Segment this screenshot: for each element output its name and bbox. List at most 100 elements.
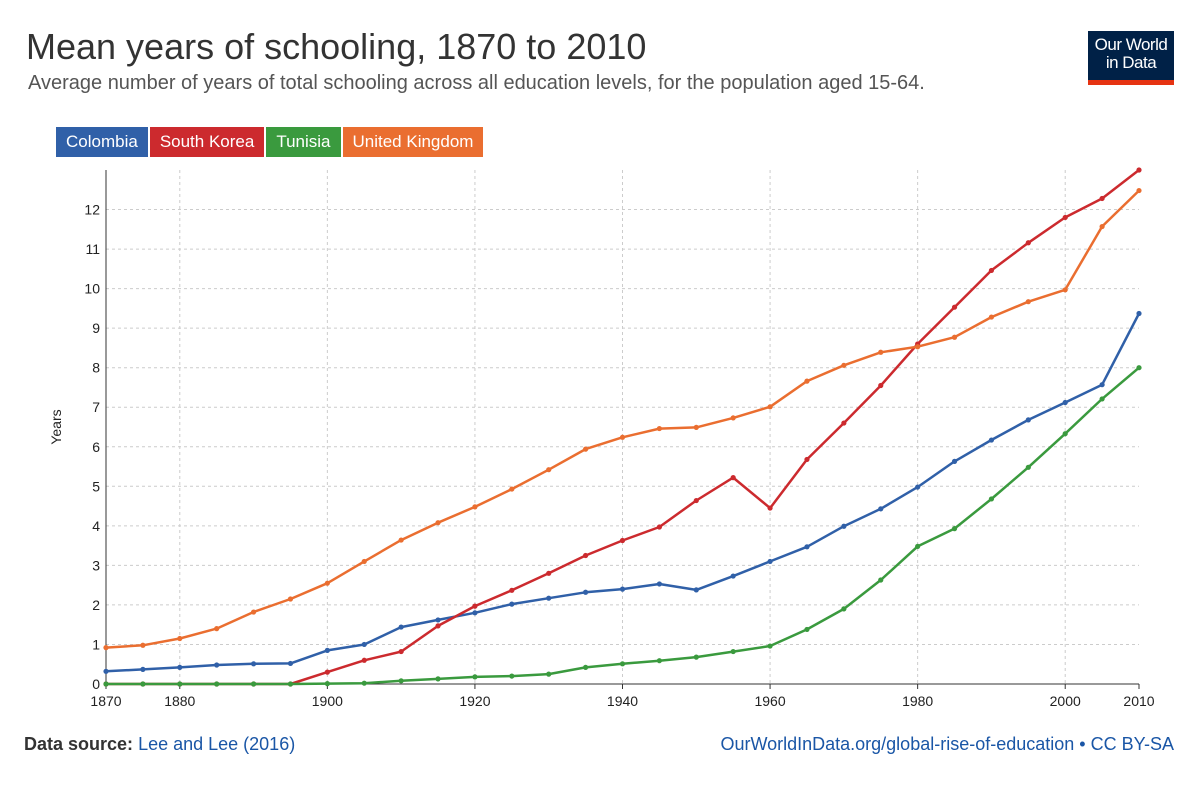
data-point-united-kingdom — [988, 314, 995, 320]
data-point-colombia — [1062, 399, 1068, 406]
y-tick-label: 10 — [84, 281, 100, 297]
data-point-tunisia — [546, 671, 552, 677]
data-point-south-korea — [656, 524, 662, 530]
data-point-united-kingdom — [140, 642, 146, 648]
data-point-south-korea — [804, 456, 810, 463]
data-point-tunisia — [140, 681, 146, 687]
data-point-tunisia — [1136, 365, 1142, 371]
data-point-tunisia — [103, 681, 109, 687]
data-point-colombia — [250, 661, 257, 667]
data-point-united-kingdom — [546, 467, 552, 473]
data-point-tunisia — [1025, 464, 1031, 470]
logo-line-2: in Data — [1105, 53, 1157, 72]
x-tick-label: 1870 — [90, 693, 121, 709]
data-point-tunisia — [361, 680, 367, 686]
data-point-colombia — [177, 664, 183, 670]
chart-title: Mean years of schooling, 1870 to 2010 — [26, 26, 647, 67]
owid-link[interactable]: OurWorldInData.org/global-rise-of-educat… — [720, 734, 1075, 754]
data-point-united-kingdom — [730, 415, 736, 421]
y-tick-label: 2 — [92, 597, 100, 613]
data-point-united-kingdom — [656, 425, 662, 432]
data-point-south-korea — [730, 475, 736, 481]
data-point-colombia — [435, 617, 441, 623]
data-point-colombia — [287, 660, 294, 667]
data-point-tunisia — [767, 643, 773, 649]
data-point-south-korea — [1062, 214, 1068, 221]
x-tick-label: 1960 — [754, 693, 785, 709]
data-point-tunisia — [951, 526, 958, 532]
data-point-tunisia — [287, 681, 294, 687]
data-point-south-korea — [1099, 195, 1105, 202]
data-point-south-korea — [1025, 240, 1031, 246]
data-point-colombia — [361, 641, 367, 648]
y-tick-label: 4 — [92, 518, 100, 534]
data-point-colombia — [1025, 417, 1031, 423]
data-point-united-kingdom — [361, 558, 367, 565]
x-tick-label: 2010 — [1123, 693, 1154, 709]
y-tick-label: 7 — [92, 399, 100, 415]
data-point-tunisia — [841, 606, 847, 612]
data-source-link[interactable]: Lee and Lee (2016) — [138, 734, 296, 754]
data-point-colombia — [1099, 382, 1105, 388]
footer-separator: • — [1079, 734, 1086, 754]
data-point-colombia — [619, 586, 626, 592]
data-point-colombia — [804, 544, 810, 550]
legend-item-tunisia[interactable]: Tunisia — [266, 127, 341, 157]
chart-subtitle: Average number of years of total schooli… — [28, 72, 925, 94]
data-point-tunisia — [988, 496, 995, 502]
series-line-south-korea — [106, 169, 1140, 686]
data-point-colombia — [988, 437, 995, 443]
y-tick-label: 0 — [92, 676, 100, 692]
legend: Colombia South Korea Tunisia United King… — [56, 127, 484, 157]
data-point-tunisia — [214, 681, 220, 687]
data-point-south-korea — [767, 505, 773, 511]
data-source-label: Data source: — [24, 734, 134, 754]
data-point-united-kingdom — [177, 635, 183, 642]
license-link[interactable]: CC BY-SA — [1090, 734, 1174, 754]
data-point-colombia — [324, 647, 330, 653]
data-point-united-kingdom — [951, 334, 958, 340]
data-point-tunisia — [1062, 431, 1068, 437]
data-point-colombia — [398, 624, 404, 630]
data-point-united-kingdom — [804, 378, 810, 384]
data-point-colombia — [509, 601, 515, 607]
data-point-tunisia — [1099, 396, 1105, 402]
legend-item-united-kingdom[interactable]: United Kingdom — [342, 127, 484, 157]
logo-line-1: Our World — [1094, 35, 1168, 54]
data-point-tunisia — [878, 577, 884, 583]
data-point-tunisia — [656, 658, 662, 664]
data-point-united-kingdom — [1099, 223, 1105, 230]
y-tick-label: 8 — [92, 360, 100, 376]
owid-logo[interactable]: Our World in Data — [1088, 31, 1174, 85]
y-axis-label: Years — [48, 409, 64, 444]
footer-links: OurWorldInData.org/global-rise-of-educat… — [720, 734, 1174, 755]
legend-item-colombia[interactable]: Colombia — [56, 127, 148, 157]
data-point-south-korea — [398, 648, 404, 655]
series-line-colombia — [105, 312, 1141, 673]
x-tick-label: 1980 — [902, 693, 933, 709]
data-point-united-kingdom — [583, 446, 589, 452]
data-point-united-kingdom — [841, 362, 847, 368]
data-point-south-korea — [1136, 167, 1142, 173]
x-tick-label: 1880 — [164, 693, 195, 709]
data-point-colombia — [1136, 310, 1142, 317]
x-tick-label: 1940 — [607, 693, 638, 709]
data-point-united-kingdom — [250, 609, 257, 615]
data-point-tunisia — [509, 673, 515, 679]
data-point-south-korea — [435, 623, 441, 629]
data-point-united-kingdom — [435, 520, 441, 526]
data-point-colombia — [878, 506, 884, 512]
data-source: Data source: Lee and Lee (2016) — [24, 734, 295, 755]
data-point-colombia — [841, 523, 847, 529]
data-point-south-korea — [509, 587, 515, 593]
y-tick-label: 3 — [92, 557, 100, 573]
legend-item-south-korea[interactable]: South Korea — [149, 127, 265, 157]
data-point-tunisia — [324, 681, 330, 687]
data-point-united-kingdom — [1062, 287, 1068, 293]
data-point-tunisia — [583, 664, 589, 670]
data-point-united-kingdom — [915, 344, 921, 350]
x-tick-label: 2000 — [1050, 693, 1081, 709]
data-point-south-korea — [841, 420, 847, 426]
data-point-united-kingdom — [398, 537, 404, 543]
